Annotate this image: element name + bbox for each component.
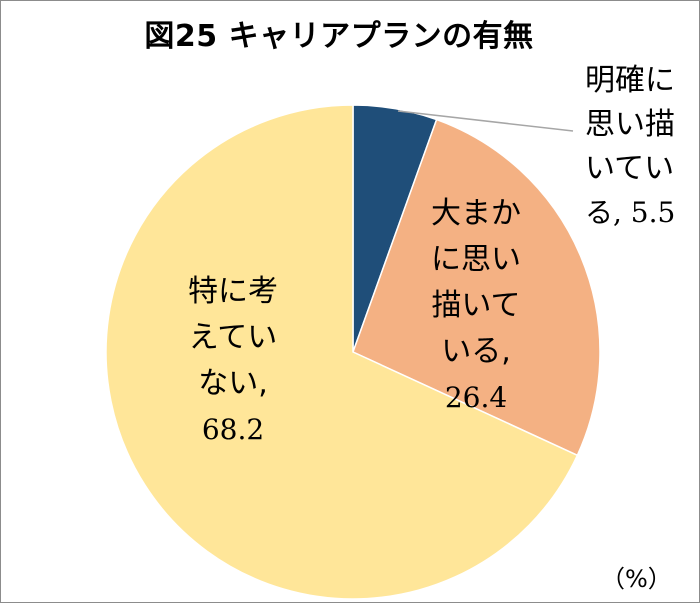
slice-label-clear-plan: 明確に 思い描 いてい る, 5.5 <box>585 63 676 229</box>
slice-rough-plan <box>352 118 601 457</box>
chart-title: 図25 キャリアプランの有無 <box>144 19 534 54</box>
slice-label-no-plan: 特に考 えてい ない, 68.2 <box>188 274 278 446</box>
slice-label-rough-plan: 大まか に思い 描いて いる, 26.4 <box>431 196 521 414</box>
unit-label: （%） <box>601 565 672 593</box>
leader-line-slice-1 <box>397 110 574 132</box>
slice-no-plan <box>105 104 579 600</box>
